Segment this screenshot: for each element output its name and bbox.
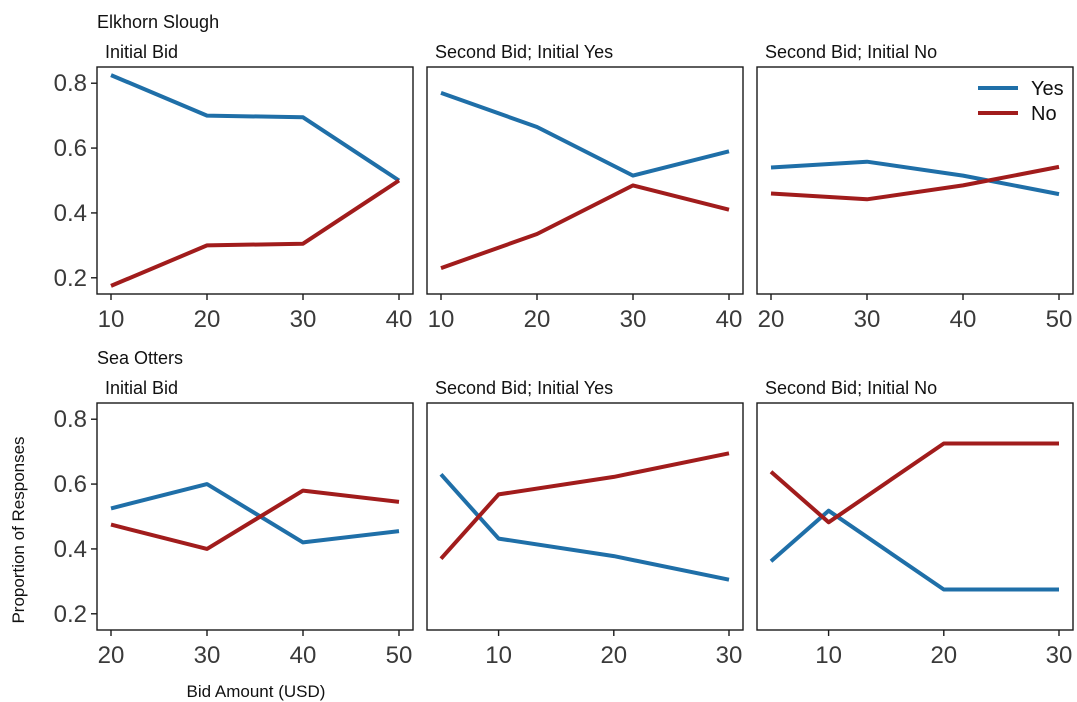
x-tick-label: 10	[815, 642, 842, 669]
panel-title: Second Bid; Initial Yes	[435, 42, 613, 62]
y-tick-label: 0.4	[54, 536, 87, 563]
panel-frame	[756, 402, 1074, 631]
x-tick-label: 20	[758, 306, 785, 333]
series-line-yes	[769, 508, 1059, 592]
panel-5: Second Bid; Initial Yes 10 20 30	[426, 378, 744, 669]
x-tick-label: 10	[428, 306, 455, 333]
x-tick-label: 50	[1046, 306, 1073, 333]
x-tick-label: 40	[386, 306, 413, 333]
x-tick-label: 50	[386, 642, 413, 669]
legend-label-no: No	[1031, 103, 1057, 125]
y-tick-label: 0.6	[54, 135, 87, 162]
x-tick-label: 30	[620, 306, 647, 333]
panel-6: Second Bid; Initial No 10 20 30	[756, 378, 1074, 669]
x-tick-label: 20	[600, 642, 627, 669]
x-tick-label: 30	[290, 306, 317, 333]
series-line-yes	[439, 472, 730, 582]
y-tick-label: 0.2	[54, 265, 87, 292]
series-line-yes	[440, 91, 730, 178]
panel-frame	[756, 66, 1074, 295]
series-line-yes	[770, 159, 1060, 197]
panel-title: Second Bid; Initial No	[765, 378, 937, 398]
x-tick-label: 40	[950, 306, 977, 333]
y-tick-label: 0.8	[54, 70, 87, 97]
panels-group: Initial Bid 10 20 30 40 0.2 0.4 0.6 0.8 Second Bi…	[54, 42, 1074, 669]
series-line-yes	[110, 482, 400, 545]
panel-2: Second Bid; Initial Yes 10 20 30 40	[426, 42, 744, 333]
panel-1: Initial Bid 10 20 30 40 0.2 0.4 0.6 0.8	[54, 42, 414, 333]
y-tick-label: 0.4	[54, 200, 87, 227]
series-line-no	[440, 183, 730, 270]
y-tick-label: 0.8	[54, 406, 87, 433]
x-tick-label: 30	[854, 306, 881, 333]
x-tick-label: 10	[485, 642, 512, 669]
x-tick-label: 20	[98, 642, 125, 669]
x-tick-label: 20	[930, 642, 957, 669]
x-tick-label: 10	[98, 306, 125, 333]
y-axis-label: Proportion of Responses	[9, 436, 28, 623]
panel-frame	[426, 402, 744, 631]
panel-title: Initial Bid	[105, 378, 178, 398]
x-axis-label: Bid Amount (USD)	[187, 682, 326, 701]
panel-title: Second Bid; Initial No	[765, 42, 937, 62]
panel-title: Second Bid; Initial Yes	[435, 378, 613, 398]
y-tick-label: 0.6	[54, 471, 87, 498]
legend-label-yes: Yes	[1031, 78, 1064, 100]
row-title-elkhorn-slough: Elkhorn Slough	[97, 12, 219, 32]
panel-frame	[96, 66, 414, 295]
panel-4: Initial Bid 20 30 40 50 0.2 0.4 0.6 0.8	[54, 378, 414, 669]
series-line-yes	[110, 73, 401, 183]
series-line-no	[110, 488, 400, 551]
panel-frame	[96, 402, 414, 631]
x-tick-label: 30	[716, 642, 743, 669]
panel-title: Initial Bid	[105, 42, 178, 62]
y-tick-label: 0.2	[54, 601, 87, 628]
x-tick-label: 20	[194, 306, 221, 333]
x-tick-label: 40	[716, 306, 743, 333]
series-line-no	[110, 178, 401, 288]
row-title-sea-otters: Sea Otters	[97, 348, 183, 368]
series-line-no	[770, 164, 1060, 202]
series-line-no	[439, 451, 730, 561]
x-tick-label: 40	[290, 642, 317, 669]
panel-frame	[426, 66, 744, 295]
series-line-no	[769, 441, 1059, 525]
x-tick-label: 20	[524, 306, 551, 333]
panel-3: Second Bid; Initial No 20 30 40 50	[756, 42, 1074, 333]
legend: Yes No	[978, 78, 1064, 125]
x-tick-label: 30	[194, 642, 221, 669]
x-tick-label: 30	[1046, 642, 1073, 669]
